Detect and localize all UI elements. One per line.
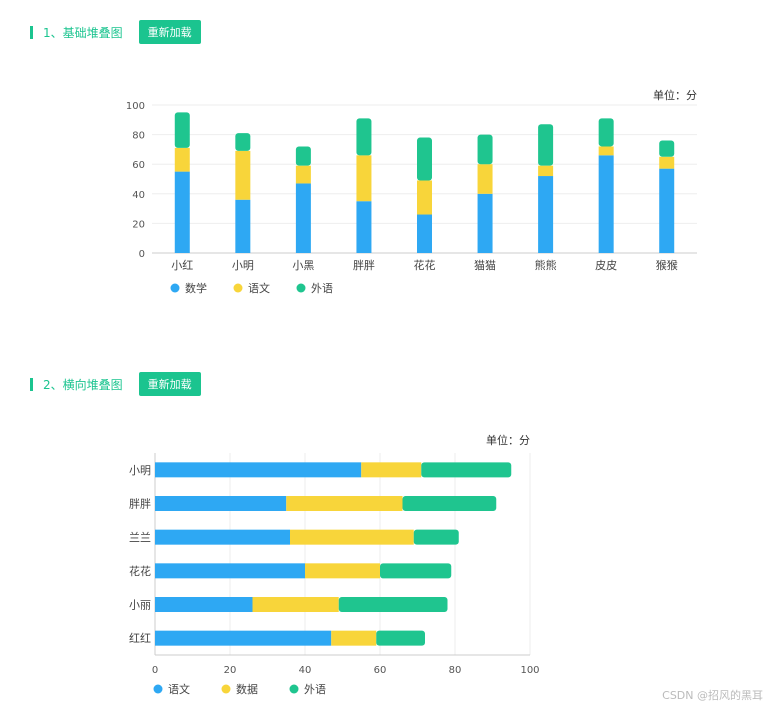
y-tick-label: 0 bbox=[139, 249, 145, 260]
reload-button[interactable]: 重新加载 bbox=[138, 372, 201, 396]
x-tick-label: 小黑 bbox=[292, 259, 314, 272]
y-tick-label: 40 bbox=[132, 190, 145, 201]
bar-segment bbox=[417, 214, 432, 253]
x-tick-label: 猴猴 bbox=[656, 258, 678, 272]
x-tick-label: 花花 bbox=[414, 259, 436, 272]
bar-segment bbox=[538, 165, 554, 177]
bar-segment bbox=[295, 146, 311, 166]
x-tick-label: 小明 bbox=[232, 259, 254, 272]
bar-segment bbox=[235, 150, 251, 200]
bar-segment bbox=[421, 462, 512, 478]
bar-segment bbox=[174, 112, 190, 148]
bar-segment bbox=[331, 630, 377, 646]
bar-segment bbox=[235, 133, 251, 151]
x-tick-label: 胖胖 bbox=[353, 259, 375, 272]
x-tick-label: 0 bbox=[152, 665, 158, 676]
bar-segment bbox=[417, 180, 432, 215]
unit-label: 单位：分 bbox=[653, 88, 697, 102]
section-title: 1、基础堆叠图 bbox=[43, 25, 123, 40]
bar-segment bbox=[477, 164, 493, 194]
bar-segment bbox=[402, 496, 497, 511]
x-tick-label: 猫猫 bbox=[474, 259, 496, 272]
bar-segment bbox=[155, 563, 305, 579]
legend-marker bbox=[296, 283, 306, 293]
y-tick-label: 小明 bbox=[129, 464, 151, 477]
bar-segment bbox=[376, 630, 425, 646]
bar-segment bbox=[252, 597, 339, 612]
bar-segment bbox=[356, 155, 372, 202]
bar-segment bbox=[413, 529, 459, 545]
legend-label: 数学 bbox=[185, 281, 207, 295]
reload-button[interactable]: 重新加载 bbox=[138, 20, 201, 44]
legend-label: 语文 bbox=[168, 682, 190, 696]
y-tick-label: 20 bbox=[132, 219, 145, 230]
bar-segment bbox=[380, 563, 452, 579]
y-tick-label: 60 bbox=[132, 160, 145, 171]
bar-segment bbox=[538, 176, 554, 253]
bar-segment bbox=[659, 156, 675, 169]
x-tick-label: 20 bbox=[224, 665, 237, 676]
legend-marker bbox=[221, 684, 231, 694]
legend-marker bbox=[289, 684, 299, 694]
unit-label: 单位：分 bbox=[486, 433, 530, 447]
bar-segment bbox=[338, 597, 448, 612]
watermark: CSDN @招风的黑耳 bbox=[662, 689, 763, 702]
bar-segment bbox=[598, 146, 614, 156]
x-tick-label: 熊熊 bbox=[535, 258, 557, 272]
legend-marker bbox=[233, 283, 243, 293]
y-tick-label: 100 bbox=[126, 101, 145, 112]
y-tick-label: 兰兰 bbox=[129, 531, 151, 544]
legend-label: 数据 bbox=[236, 682, 258, 696]
bar-segment bbox=[598, 155, 614, 253]
bar-segment bbox=[356, 201, 372, 253]
x-tick-label: 60 bbox=[374, 665, 387, 676]
bar-segment bbox=[155, 597, 253, 612]
legend-label: 语文 bbox=[248, 281, 270, 295]
bar-segment bbox=[290, 529, 414, 545]
legend-marker bbox=[153, 684, 163, 694]
bar-segment bbox=[417, 137, 432, 181]
bar-segment bbox=[295, 183, 311, 253]
bar-segment bbox=[356, 118, 372, 156]
y-tick-label: 小丽 bbox=[129, 599, 151, 612]
y-tick-label: 花花 bbox=[129, 565, 151, 578]
x-tick-label: 小红 bbox=[171, 259, 193, 272]
bar-segment bbox=[598, 118, 614, 147]
bar-segment bbox=[659, 140, 675, 157]
y-tick-label: 红红 bbox=[129, 632, 151, 645]
section-marker bbox=[30, 377, 33, 391]
x-tick-label: 100 bbox=[520, 665, 539, 676]
x-tick-label: 40 bbox=[299, 665, 312, 676]
y-tick-label: 80 bbox=[132, 131, 145, 142]
legend-label: 外语 bbox=[304, 683, 326, 696]
bar-segment bbox=[477, 134, 493, 165]
bar-segment bbox=[174, 171, 190, 253]
bar-segment bbox=[659, 168, 675, 253]
legend-marker bbox=[170, 283, 180, 293]
bar-segment bbox=[235, 199, 251, 253]
section-title: 2、横向堆叠图 bbox=[43, 377, 123, 392]
bar-segment bbox=[155, 462, 362, 478]
bar-segment bbox=[538, 124, 554, 166]
legend-label: 外语 bbox=[311, 282, 333, 295]
bar-segment bbox=[155, 496, 287, 511]
bar-segment bbox=[286, 496, 403, 511]
bar-segment bbox=[295, 165, 311, 184]
bar-segment bbox=[477, 193, 493, 253]
bar-segment bbox=[155, 529, 290, 545]
y-tick-label: 胖胖 bbox=[129, 498, 151, 511]
bar-segment bbox=[174, 147, 190, 172]
section-header-2: 2、横向堆叠图 重新加载 bbox=[30, 372, 201, 396]
bar-segment bbox=[361, 462, 422, 478]
bar-segment bbox=[155, 630, 332, 646]
bar-segment bbox=[305, 563, 380, 579]
section-marker bbox=[30, 25, 33, 39]
section-header-1: 1、基础堆叠图 重新加载 bbox=[30, 20, 201, 44]
x-tick-label: 80 bbox=[449, 665, 462, 676]
x-tick-label: 皮皮 bbox=[595, 259, 617, 272]
